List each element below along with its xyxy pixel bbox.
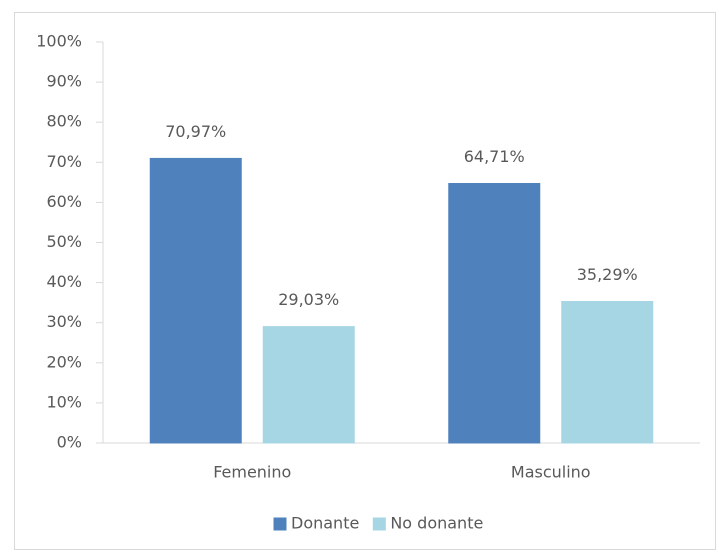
data-label: 29,03%	[278, 290, 339, 309]
bar	[448, 183, 541, 444]
y-tick-label: 0%	[57, 433, 82, 452]
legend-label: Donante	[291, 514, 359, 533]
legend-swatch	[273, 517, 287, 531]
y-tick-label: 10%	[46, 392, 82, 411]
chart-border	[14, 12, 716, 550]
bar	[561, 300, 654, 444]
data-label: 70,97%	[165, 122, 226, 141]
y-tick-label: 40%	[46, 272, 82, 291]
x-tick-label: Masculino	[511, 463, 591, 482]
y-tick-label: 60%	[46, 192, 82, 211]
y-tick-label: 70%	[46, 152, 82, 171]
y-tick-label: 90%	[46, 72, 82, 91]
y-tick-label: 30%	[46, 312, 82, 331]
legend-label: No donante	[390, 514, 483, 533]
y-tick-label: 50%	[46, 232, 82, 251]
data-label: 64,71%	[464, 147, 525, 166]
legend-swatch	[372, 517, 386, 531]
y-tick-label: 80%	[46, 112, 82, 131]
bar	[149, 157, 242, 444]
bar	[262, 326, 355, 444]
y-tick-label: 100%	[36, 32, 82, 51]
x-tick-label: Femenino	[213, 463, 291, 482]
data-label: 35,29%	[577, 265, 638, 284]
y-tick-label: 20%	[46, 352, 82, 371]
